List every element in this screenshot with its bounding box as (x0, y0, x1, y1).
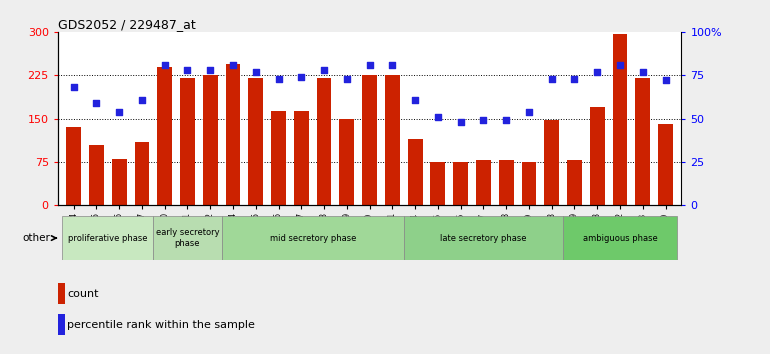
Bar (340, 119, 354, 205)
Point (182, 67, 194, 73)
Bar (658, 124, 673, 205)
Text: GDS2052 / 229487_at: GDS2052 / 229487_at (58, 18, 196, 31)
Bar (222, 216, 403, 260)
Bar (135, 142, 149, 205)
Bar (476, 160, 490, 205)
Point (340, 76, 353, 81)
Bar (203, 75, 218, 205)
Bar (613, 34, 628, 205)
Bar (563, 216, 677, 260)
Bar (403, 216, 563, 260)
Point (273, 76, 285, 81)
Point (136, 97, 148, 102)
Text: mid secretory phase: mid secretory phase (270, 234, 356, 242)
Bar (62, 216, 153, 260)
Point (637, 69, 649, 75)
Text: count: count (68, 289, 99, 299)
Text: ambiguous phase: ambiguous phase (583, 234, 658, 242)
Bar (153, 216, 222, 260)
Point (500, 118, 512, 123)
Point (614, 62, 626, 68)
Bar (226, 64, 240, 205)
Point (363, 62, 376, 68)
Bar (362, 75, 377, 205)
Bar (635, 78, 650, 205)
Point (454, 119, 467, 125)
Text: other: other (22, 233, 50, 243)
Point (568, 76, 581, 81)
Point (113, 109, 126, 114)
Point (318, 67, 330, 73)
Bar (521, 162, 537, 205)
Bar (567, 160, 582, 205)
Point (523, 109, 535, 114)
Point (545, 76, 557, 81)
Bar (271, 111, 286, 205)
Point (90, 100, 102, 106)
Bar (430, 162, 445, 205)
Text: early secretory
phase: early secretory phase (156, 228, 219, 248)
Point (387, 62, 399, 68)
Point (159, 62, 171, 68)
Bar (385, 75, 400, 205)
Bar (66, 127, 81, 205)
Point (295, 74, 307, 80)
Point (477, 118, 490, 123)
Bar (180, 78, 195, 205)
Bar (454, 162, 468, 205)
Bar (58, 314, 65, 335)
Bar (157, 67, 172, 205)
Point (204, 67, 216, 73)
Bar (294, 111, 309, 205)
Point (68, 85, 80, 90)
Point (227, 62, 239, 68)
Bar (408, 139, 423, 205)
Bar (544, 120, 559, 205)
Point (249, 69, 262, 75)
Bar (499, 160, 514, 205)
Point (659, 78, 671, 83)
Bar (112, 159, 126, 205)
Text: percentile rank within the sample: percentile rank within the sample (68, 320, 255, 330)
Bar (89, 144, 104, 205)
Bar (316, 78, 331, 205)
Point (409, 97, 421, 102)
Bar (249, 78, 263, 205)
Text: proliferative phase: proliferative phase (68, 234, 148, 242)
Bar (590, 107, 604, 205)
Point (432, 114, 444, 120)
Point (591, 69, 604, 75)
Bar (58, 283, 65, 304)
Text: late secretory phase: late secretory phase (440, 234, 527, 242)
